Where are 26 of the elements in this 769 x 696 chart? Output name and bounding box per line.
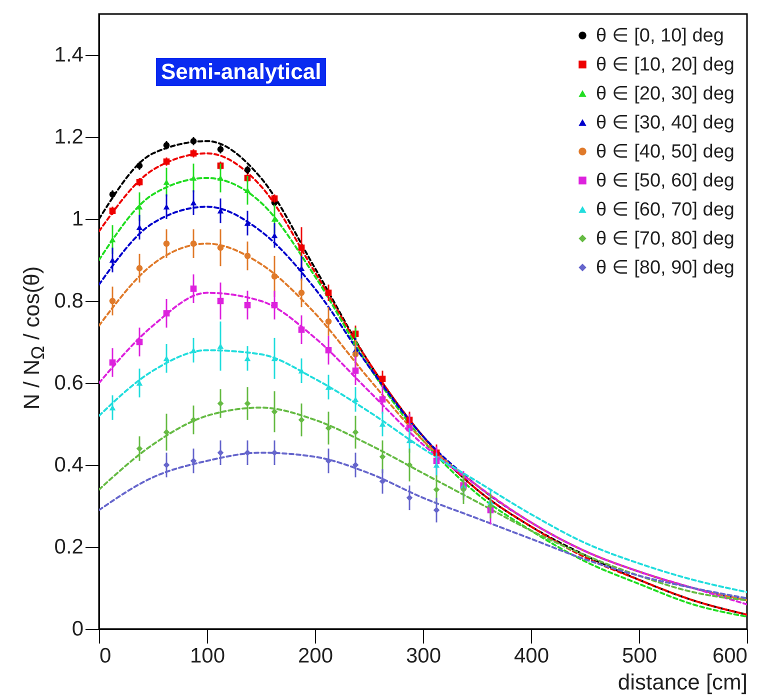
legend-label: θ ∈ [80, 90] deg [596, 258, 734, 278]
x-tick-label: 600 [712, 644, 748, 668]
annotation: Semi-analytical [156, 58, 326, 86]
y-tick-label: 1.2 [54, 126, 84, 148]
y-tick-label: 0.4 [54, 454, 84, 476]
legend-label: θ ∈ [30, 40] deg [596, 112, 734, 134]
legend-label: θ ∈ [50, 60] deg [596, 170, 734, 192]
legend-label: θ ∈ [10, 20] deg [596, 54, 734, 76]
legend-label: θ ∈ [60, 70] deg [596, 200, 734, 220]
x-tick-label: 400 [514, 644, 550, 668]
y-tick-label: 0.2 [54, 536, 84, 558]
legend-label: θ ∈ [20, 30] deg [596, 84, 734, 104]
y-tick-label: 0 [72, 618, 84, 640]
legend-label: θ ∈ [40, 50] deg [596, 142, 734, 162]
y-tick-label: 0.6 [54, 372, 84, 394]
x-tick-label: 300 [406, 644, 442, 668]
x-axis-title: distance [cm] [618, 670, 748, 694]
x-tick-label: 500 [622, 644, 658, 668]
x-tick-label: 200 [298, 644, 334, 668]
legend-label: θ ∈ [0, 10] deg [596, 26, 724, 46]
x-tick-label: 100 [190, 644, 226, 668]
y-tick-label: 0.8 [54, 290, 84, 312]
x-tick-label: 0 [100, 644, 112, 668]
y-tick-label: 1.4 [54, 44, 84, 66]
legend-label: θ ∈ [70, 80] deg [596, 228, 734, 250]
y-tick-label: 1 [72, 208, 84, 230]
